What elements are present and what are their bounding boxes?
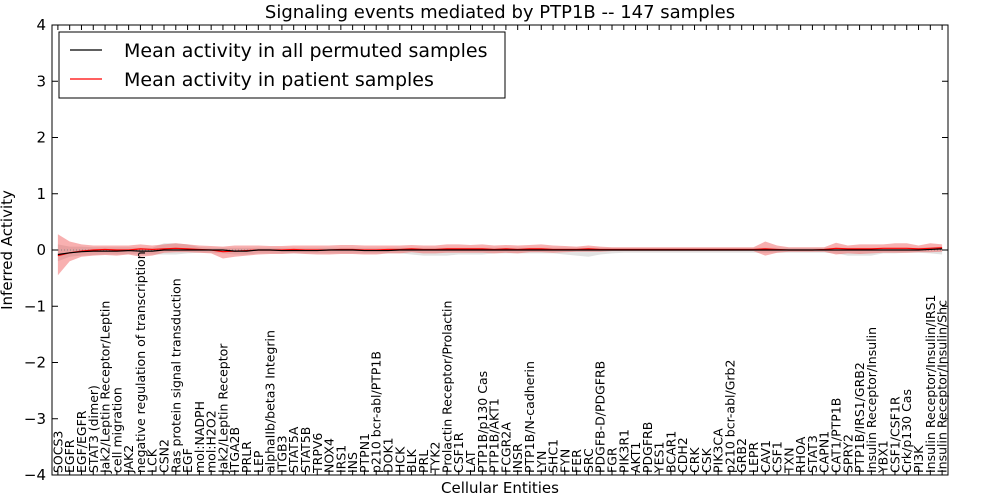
x-tick-label: LAT	[463, 450, 478, 473]
x-tick-label: Prolactin Receptor/Prolactin	[439, 301, 454, 473]
x-tick-label: CSK	[699, 447, 714, 473]
plot-area	[52, 234, 948, 276]
x-tick-label: Insulin Receptor/Insulin/IRS1	[923, 295, 938, 473]
legend-label-patient: Mean activity in patient samples	[124, 69, 434, 91]
x-tick-label: Insulin Receptor/Insulin	[864, 327, 879, 473]
x-tick-label: EGF	[180, 448, 195, 473]
x-tick-label: EGF/EGFR	[74, 410, 89, 473]
x-tick-label: JAK2	[121, 445, 136, 474]
y-tick-label: 3	[36, 72, 46, 90]
x-tick-label: PDGFRB	[640, 422, 655, 473]
x-tick-label: AKT1	[628, 442, 643, 473]
x-tick-label: SHC1	[546, 439, 561, 473]
x-tick-label: Crk/p130 Cas	[899, 389, 914, 473]
legend: Mean activity in all permuted samples Me…	[58, 31, 506, 99]
chart-title: Signaling events mediated by PTP1B -- 14…	[265, 2, 735, 23]
x-tick-label: TYK2	[428, 442, 443, 474]
x-tick-label: PDGFB-D/PDGFRB	[593, 361, 608, 473]
x-tick-label: LCK	[145, 448, 160, 473]
x-tick-label: INSR	[510, 443, 525, 473]
x-tick-label: CSF1	[770, 441, 785, 473]
legend-box	[58, 31, 506, 99]
x-tick-label: STAT3	[805, 435, 820, 473]
x-tick-label: PTP1B/AKT1	[487, 398, 502, 473]
x-tick-label: PTP1B/IRS1/GRB2	[852, 362, 867, 473]
y-tick-label: −4	[24, 466, 46, 484]
x-tick-label: LEPR	[746, 442, 761, 473]
x-tick-label: p210 bcr-abl/PTP1B	[369, 351, 384, 473]
x-tick-label: CRK	[687, 447, 702, 473]
x-tick-label: FCGR2A	[498, 422, 513, 473]
x-tick-label: PI3K	[911, 445, 926, 473]
x-tick-label: CSF1/CSF1R	[887, 396, 902, 473]
x-tick-label: Ras protein signal transduction	[168, 278, 183, 473]
x-tick-label: CSN2	[157, 439, 172, 473]
x-tick-label: ITGA2B	[227, 427, 242, 473]
x-tick-label: EGFR	[62, 439, 77, 473]
y-tick-label: 1	[36, 185, 46, 203]
x-tick-label: GRB2	[734, 438, 749, 473]
x-tick-label: alphaIIb/beta3 Integrin	[263, 330, 278, 473]
x-tick-label: IRS1	[333, 445, 348, 473]
x-tick-label: CAT1/PTP1B	[829, 398, 844, 473]
x-tick-label: p210 bcr-abl/Grb2	[722, 360, 737, 473]
y-tick-label: 4	[36, 16, 46, 34]
x-tick-label: mol:H2O2	[204, 410, 219, 473]
legend-label-permuted: Mean activity in all permuted samples	[124, 40, 487, 62]
x-tick-label: PRLR	[239, 441, 254, 473]
x-tick-label: PRL	[416, 450, 431, 473]
x-tick-label: CAV1	[758, 440, 773, 473]
y-tick-label: −1	[24, 297, 46, 315]
x-tick-label: CSF1R	[451, 432, 466, 473]
y-tick-label: 2	[36, 129, 46, 147]
x-tick-label: STAT3 (dimer)	[86, 385, 101, 473]
x-tick-label: PTP1B/p130 Cas	[475, 371, 490, 473]
x-tick-label: CAPN1	[817, 431, 832, 473]
x-tick-label: SRC	[581, 448, 596, 473]
x-tick-label: DOK1	[381, 437, 396, 473]
x-tick-label: BLK	[404, 448, 419, 473]
x-axis-label: Cellular Entities	[441, 479, 559, 497]
x-tick-label: negative regulation of transcription	[133, 251, 148, 473]
x-tick-label: SPRY2	[840, 434, 855, 473]
x-tick-label: YBX1	[876, 440, 891, 474]
y-axis-ticks: −4 −3 −2 −1 0 1 2 3 4	[24, 16, 948, 484]
x-tick-label: PIK3CA	[711, 428, 726, 473]
y-axis-label: Inferred Activity	[0, 190, 16, 310]
x-tick-label: FYN	[557, 449, 572, 473]
y-tick-label: −3	[24, 410, 46, 428]
x-tick-label: SOCS3	[50, 431, 65, 473]
patient-range-band	[57, 234, 943, 276]
x-tick-label: mol:NADPH	[192, 401, 207, 473]
x-tick-label: FER	[569, 449, 584, 473]
x-tick-label: BCAR1	[663, 431, 678, 473]
x-tick-label: TXN	[781, 447, 796, 474]
x-tick-label: CDH2	[675, 437, 690, 473]
x-tick-label: HCK	[392, 446, 407, 473]
x-tick-label: PTPN1	[357, 433, 372, 473]
x-tick-label: NOX4	[322, 438, 337, 473]
x-tick-label: cell migration	[109, 387, 124, 473]
x-tick-label: LYN	[534, 451, 549, 473]
x-tick-label: PTP1B/N-cadherin	[522, 361, 537, 473]
permuted-mean-line	[57, 248, 943, 256]
x-tick-label: FGR	[605, 447, 620, 473]
y-tick-label: −2	[24, 354, 46, 372]
x-tick-label: INS	[345, 452, 360, 473]
x-tick-label: LEP	[251, 450, 266, 473]
permuted-range-band	[57, 243, 943, 262]
x-tick-label: Insulin Receptor/Insulin/Shc	[935, 300, 950, 473]
x-tick-label: TRPV6	[310, 433, 325, 474]
x-tick-label: YES1	[652, 442, 667, 474]
x-tick-label: STAT5B	[298, 427, 313, 473]
x-tick-label: RHOA	[793, 436, 808, 473]
x-tick-label: Jak2/Leptin Receptor	[215, 343, 230, 474]
y-tick-label: 0	[36, 241, 46, 259]
x-tick-label: Jak2/Leptin Receptor/Leptin	[98, 301, 113, 474]
x-tick-label: PIK3R1	[616, 429, 631, 473]
x-tick-label: ITGB3	[274, 435, 289, 473]
x-tick-label: STAT5A	[286, 426, 301, 473]
